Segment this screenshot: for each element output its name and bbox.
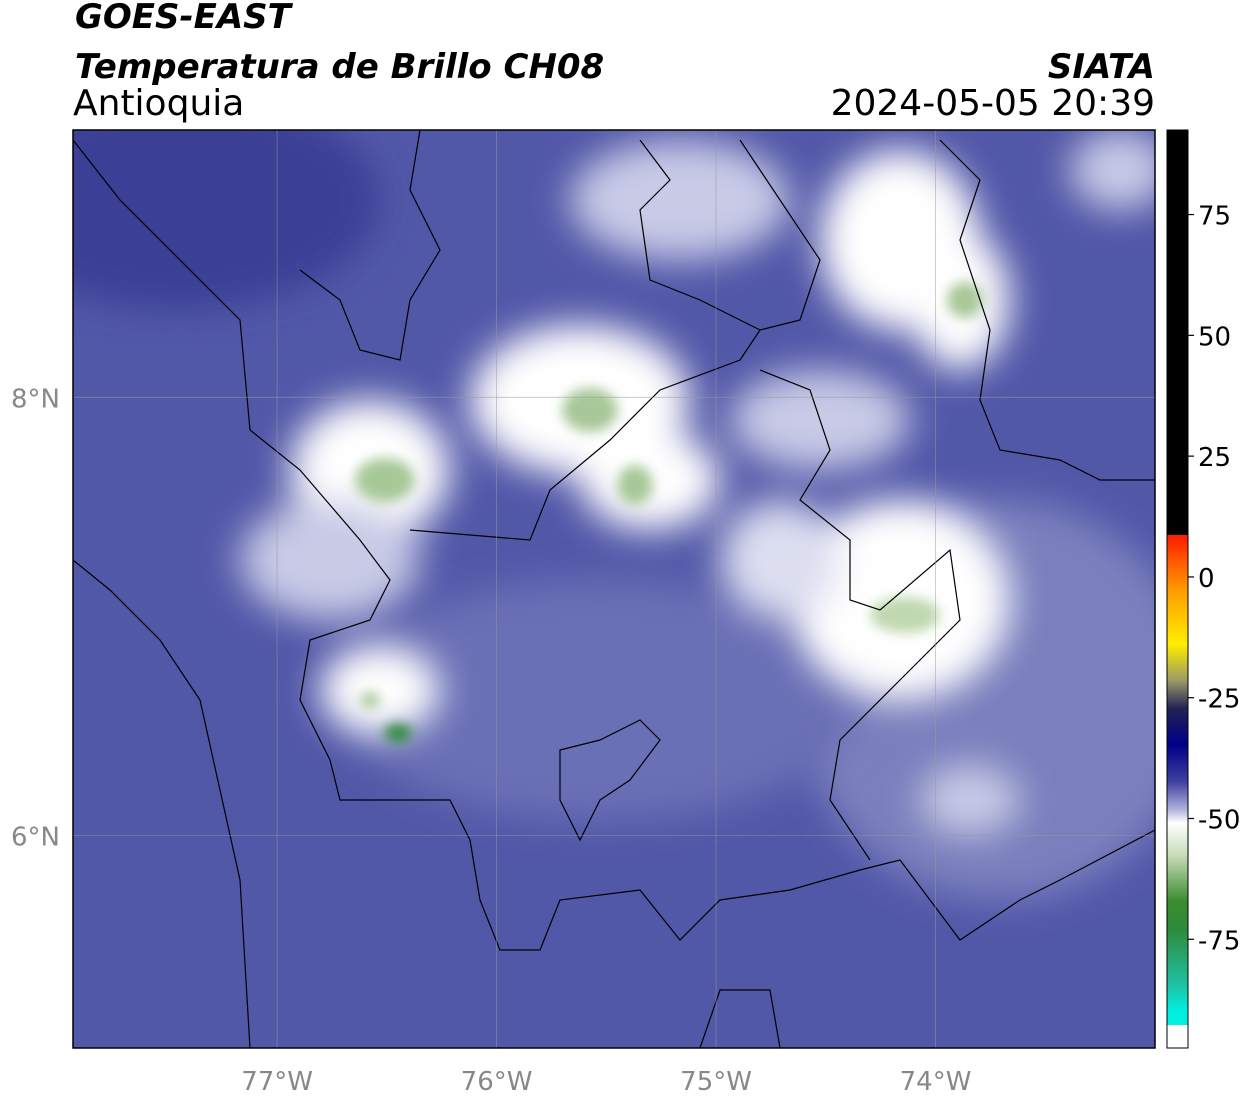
lat-label: 6°N — [11, 822, 60, 852]
lon-label: 76°W — [461, 1067, 533, 1097]
title: GOES-EAST — [75, 0, 294, 37]
colorbar-tick-label: -50 — [1198, 806, 1240, 836]
source: SIATA — [1048, 47, 1155, 87]
lon-label: 74°W — [900, 1067, 972, 1097]
lon-label: 75°W — [680, 1067, 752, 1097]
colorbar-tick-label: 75 — [1198, 202, 1231, 232]
subtitle: Temperatura de Brillo CH08 — [75, 47, 604, 87]
lon-label: 77°W — [241, 1067, 313, 1097]
satellite-image — [73, 130, 1155, 1048]
colorbar — [1166, 129, 1189, 1049]
colorbar-tick-label: -25 — [1198, 685, 1240, 715]
boundaries — [73, 130, 1155, 1048]
lat-label: 8°N — [11, 384, 60, 414]
colorbar-tick-label: 25 — [1198, 443, 1231, 473]
region: Antioquia — [73, 83, 244, 124]
map-frame — [72, 129, 1156, 1049]
colorbar-tick-label: 0 — [1198, 564, 1215, 594]
datetime: 2024-05-05 20:39 — [831, 83, 1155, 124]
colorbar-tick-label: 50 — [1198, 322, 1231, 352]
colorbar-tick-label: -75 — [1198, 926, 1240, 956]
